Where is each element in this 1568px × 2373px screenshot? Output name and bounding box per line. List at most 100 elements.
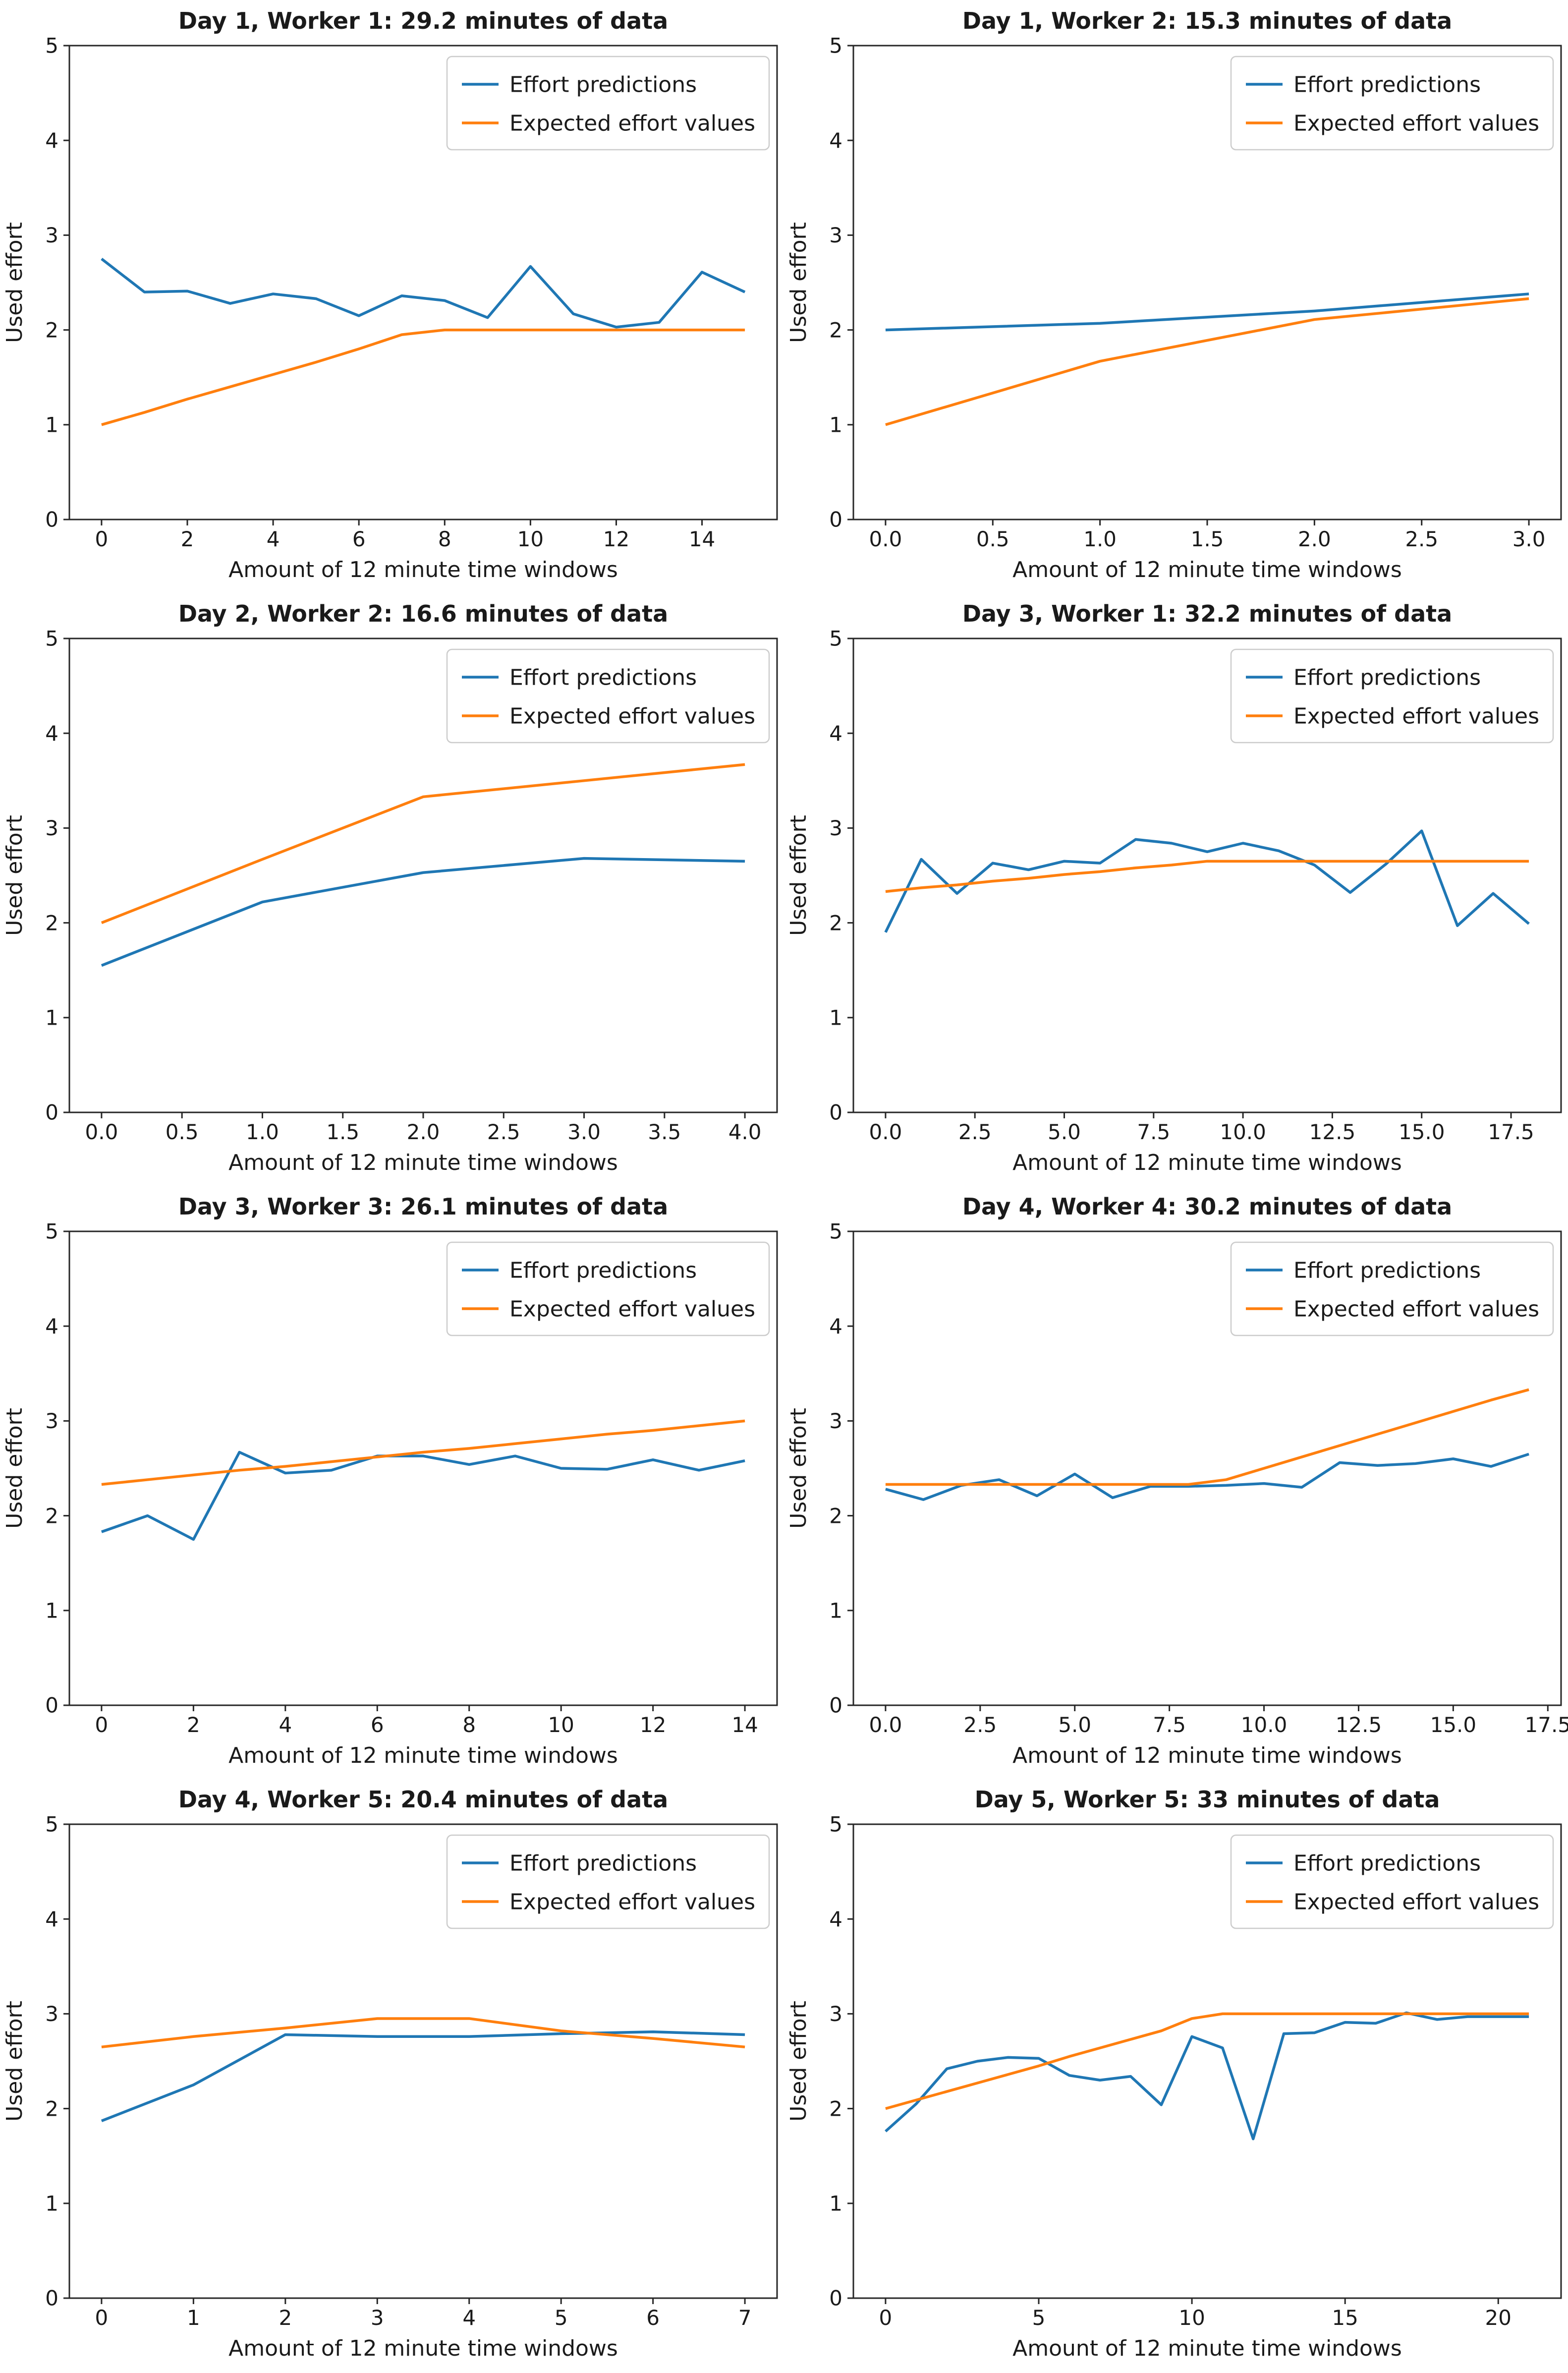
legend-label-expected-effort-values: Expected effort values bbox=[509, 1889, 755, 1914]
y-tick-label: 0 bbox=[829, 508, 842, 532]
y-tick-label: 2 bbox=[829, 1504, 842, 1528]
legend: Effort predictions Expected effort values bbox=[1230, 1241, 1554, 1336]
x-tick-label: 0.5 bbox=[166, 1120, 199, 1144]
x-axis-label: Amount of 12 minute time windows bbox=[228, 1743, 618, 1768]
x-tick-label: 6 bbox=[352, 527, 366, 551]
x-tick-label: 8 bbox=[438, 527, 451, 551]
legend-box bbox=[1230, 1834, 1554, 1929]
y-tick-label: 0 bbox=[45, 1100, 58, 1125]
effort-predictions-line bbox=[101, 1450, 745, 1541]
legend: Effort predictions Expected effort values bbox=[1230, 56, 1554, 151]
y-tick-label: 1 bbox=[45, 1599, 58, 1623]
axes-spines bbox=[852, 1230, 1562, 1706]
chart-day5-worker5: 0 1 2 3 4 5 0 5 10 15 20 Day 5, Worker 5: 33 minute… bbox=[784, 1779, 1568, 2372]
legend-box bbox=[446, 56, 770, 151]
x-tick-label: 2.5 bbox=[1405, 527, 1438, 551]
chart-day1-worker2: 0 1 2 3 4 5 0.0 0.5 1.0 1.5 2.0 2.5 3.0 Day 1, Worker… bbox=[784, 0, 1568, 593]
x-axis-label: Amount of 12 minute time windows bbox=[228, 557, 618, 582]
x-tick-label: 10.0 bbox=[1241, 1713, 1288, 1737]
x-tick-label: 7.5 bbox=[1137, 1120, 1170, 1144]
y-tick-label: 4 bbox=[45, 1314, 58, 1338]
chart-day2-worker2: 0 1 2 3 4 5 0.0 0.5 1.0 1.5 2.0 2.5 3.0 3.5 4.0 Day 2, … bbox=[0, 593, 784, 1186]
chart-title: Day 5, Worker 5: 33 minutes of data bbox=[975, 1786, 1440, 1813]
chart-day1-worker1: 0 1 2 3 4 5 0 2 4 6 8 10 12 14 Day 1, Worker 1: 29.2 m… bbox=[0, 0, 784, 593]
y-tick-label: 3 bbox=[829, 2002, 842, 2026]
x-tick-label: 0.5 bbox=[976, 527, 1009, 551]
legend-label-effort-predictions: Effort predictions bbox=[509, 1258, 697, 1283]
x-tick-label: 0 bbox=[95, 1713, 109, 1737]
legend-label-effort-predictions: Effort predictions bbox=[509, 72, 697, 97]
effort-predictions-line bbox=[885, 1452, 1529, 1501]
legend-label-effort-predictions: Effort predictions bbox=[1293, 72, 1481, 97]
x-axis-label: Amount of 12 minute time windows bbox=[1012, 1743, 1402, 1768]
x-tick-label: 0.0 bbox=[869, 1120, 902, 1144]
x-tick-label: 3.0 bbox=[1512, 527, 1546, 551]
y-axis-label: Used effort bbox=[2, 2001, 27, 2122]
y-tick-label: 5 bbox=[829, 1812, 842, 1837]
line-chart-2: 0 1 2 3 4 5 0.0 0.5 1.0 1.5 2.0 2.5 3.0 3.5 4.0 Day 2, … bbox=[0, 593, 784, 1186]
legend-box bbox=[1230, 56, 1554, 151]
x-tick-label: 5 bbox=[555, 2306, 568, 2330]
line-chart-7: 0 1 2 3 4 5 0 5 10 15 20 Day 5, Worker 5: 33 minute… bbox=[784, 1779, 1568, 2372]
legend: Effort predictions Expected effort values bbox=[1230, 648, 1554, 744]
axes-spines bbox=[852, 1823, 1562, 2299]
x-tick-label: 7.5 bbox=[1153, 1713, 1186, 1737]
x-tick-label: 6 bbox=[646, 2306, 660, 2330]
y-tick-label: 0 bbox=[45, 1693, 58, 1718]
legend-box bbox=[446, 648, 770, 744]
x-tick-label: 4 bbox=[267, 527, 280, 551]
y-axis-label: Used effort bbox=[786, 2001, 811, 2122]
y-tick-label: 1 bbox=[45, 413, 58, 437]
expected-effort-values-line bbox=[885, 860, 1529, 893]
legend-label-effort-predictions: Effort predictions bbox=[1293, 1258, 1481, 1283]
x-tick-label: 10 bbox=[517, 527, 544, 551]
y-tick-label: 3 bbox=[829, 223, 842, 247]
x-tick-label: 8 bbox=[462, 1713, 476, 1737]
x-tick-label: 3.0 bbox=[567, 1120, 601, 1144]
legend-box bbox=[1230, 1241, 1554, 1336]
line-chart-5: 0 1 2 3 4 5 0.0 2.5 5.0 7.5 10.0 12.5 15.0 17.5 Day 4,… bbox=[784, 1186, 1568, 1779]
legend-box bbox=[446, 1241, 770, 1336]
y-tick-label: 5 bbox=[45, 34, 58, 58]
y-tick-label: 3 bbox=[829, 816, 842, 840]
y-tick-label: 2 bbox=[829, 911, 842, 935]
chart-title: Day 2, Worker 2: 16.6 minutes of data bbox=[178, 600, 668, 627]
effort-predictions-line bbox=[885, 2011, 1529, 2141]
legend-label-expected-effort-values: Expected effort values bbox=[509, 1296, 755, 1322]
x-tick-label: 14 bbox=[731, 1713, 758, 1737]
y-tick-label: 5 bbox=[45, 1812, 58, 1837]
legend-label-expected-effort-values: Expected effort values bbox=[509, 703, 755, 729]
x-tick-label: 2.0 bbox=[1298, 527, 1331, 551]
legend: Effort predictions Expected effort values bbox=[446, 56, 770, 151]
expected-effort-values-line bbox=[101, 328, 745, 426]
y-tick-label: 4 bbox=[829, 128, 842, 153]
y-axis-label: Used effort bbox=[2, 1408, 27, 1529]
effort-predictions-line bbox=[101, 258, 746, 329]
y-tick-label: 4 bbox=[829, 1314, 842, 1338]
legend: Effort predictions Expected effort values bbox=[446, 1834, 770, 1929]
legend-label-expected-effort-values: Expected effort values bbox=[1293, 703, 1539, 729]
y-tick-label: 0 bbox=[45, 508, 58, 532]
y-tick-label: 2 bbox=[45, 911, 58, 935]
x-tick-label: 1.0 bbox=[246, 1120, 279, 1144]
x-tick-label: 2.0 bbox=[407, 1120, 440, 1144]
y-tick-label: 4 bbox=[829, 1907, 842, 1931]
x-tick-label: 17.5 bbox=[1488, 1120, 1534, 1144]
y-tick-label: 5 bbox=[45, 627, 58, 651]
x-tick-label: 1.5 bbox=[1191, 527, 1224, 551]
x-tick-label: 12.5 bbox=[1336, 1713, 1382, 1737]
y-axis-label: Used effort bbox=[2, 222, 27, 343]
legend-label-expected-effort-values: Expected effort values bbox=[1293, 111, 1539, 136]
y-tick-label: 1 bbox=[829, 1599, 842, 1623]
legend-box bbox=[1230, 648, 1554, 744]
y-tick-label: 0 bbox=[829, 2286, 842, 2311]
legend: Effort predictions Expected effort values bbox=[1230, 1834, 1554, 1929]
legend-label-effort-predictions: Effort predictions bbox=[1293, 1851, 1481, 1876]
y-tick-label: 0 bbox=[829, 1100, 842, 1125]
x-tick-label: 0.0 bbox=[869, 527, 902, 551]
y-tick-label: 4 bbox=[45, 1907, 58, 1931]
x-tick-label: 0.0 bbox=[869, 1713, 902, 1737]
axes-spines bbox=[852, 637, 1562, 1113]
